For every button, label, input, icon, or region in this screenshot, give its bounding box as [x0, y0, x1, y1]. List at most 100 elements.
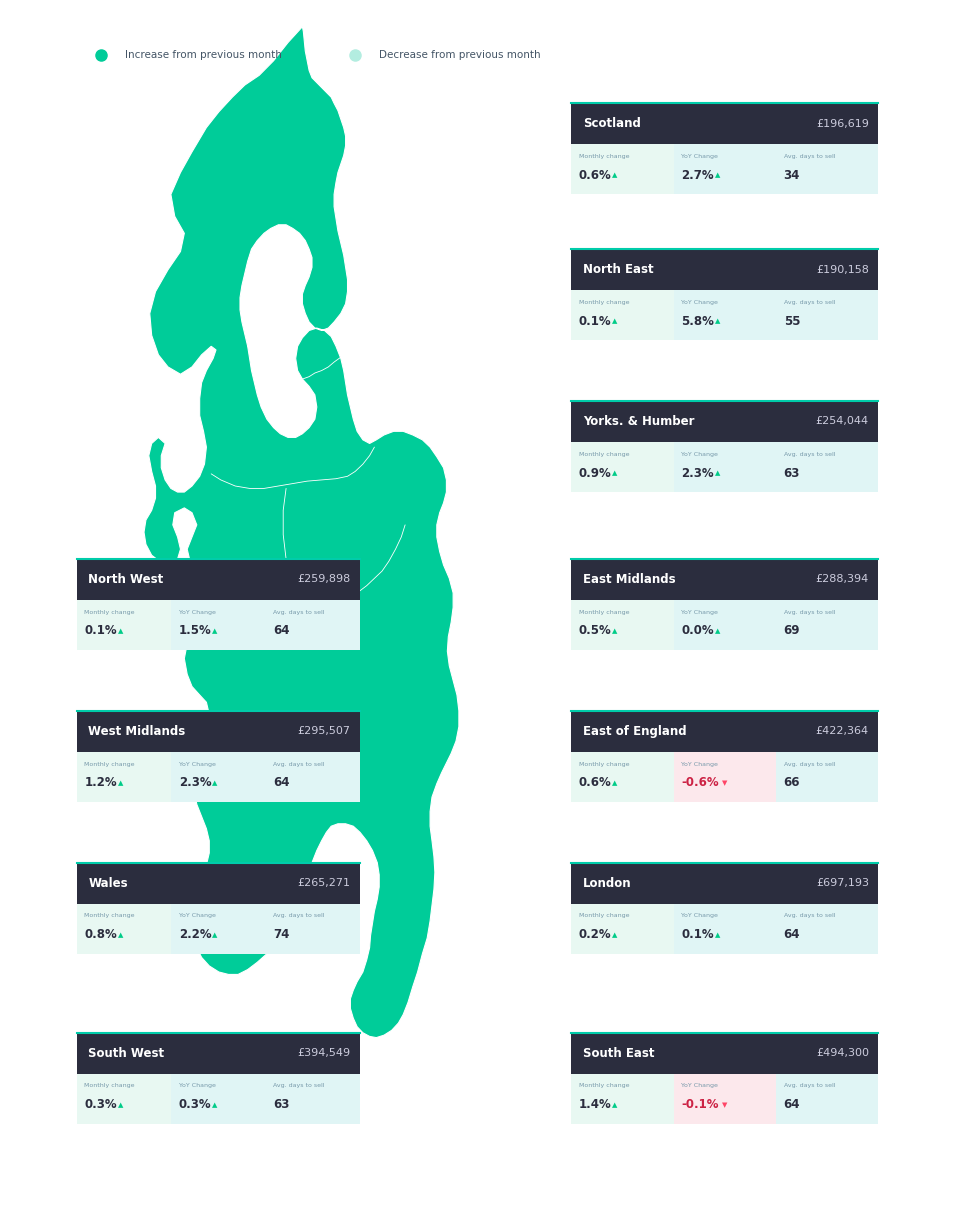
Text: ▲: ▲	[118, 780, 123, 786]
FancyBboxPatch shape	[571, 711, 878, 752]
Text: Monthly change: Monthly change	[579, 914, 630, 919]
Text: South West: South West	[88, 1047, 164, 1059]
Text: 0.6%: 0.6%	[579, 776, 612, 790]
Text: ▲: ▲	[118, 628, 123, 634]
Text: ▲: ▲	[212, 1102, 218, 1108]
Text: ▲: ▲	[118, 932, 123, 938]
Text: East Midlands: East Midlands	[583, 573, 675, 586]
Text: YoY Change: YoY Change	[682, 1084, 718, 1089]
FancyBboxPatch shape	[571, 442, 674, 492]
FancyBboxPatch shape	[571, 290, 674, 340]
Text: £422,364: £422,364	[816, 727, 869, 736]
Text: ▲: ▲	[612, 470, 617, 476]
FancyBboxPatch shape	[674, 145, 776, 194]
Text: East of England: East of England	[583, 725, 686, 738]
FancyBboxPatch shape	[571, 559, 878, 600]
FancyBboxPatch shape	[171, 904, 266, 954]
Text: Wales: Wales	[88, 877, 128, 889]
Text: ▼: ▼	[722, 1102, 727, 1108]
Text: 66: 66	[783, 776, 801, 790]
FancyBboxPatch shape	[776, 752, 878, 802]
FancyBboxPatch shape	[571, 752, 674, 802]
Text: ▲: ▲	[612, 318, 617, 324]
Text: YoY Change: YoY Change	[682, 300, 718, 305]
Text: ▲: ▲	[714, 470, 720, 476]
Text: Yorks. & Humber: Yorks. & Humber	[583, 416, 694, 428]
Text: ▲: ▲	[212, 932, 218, 938]
FancyBboxPatch shape	[571, 103, 878, 145]
Text: 0.2%: 0.2%	[579, 928, 612, 942]
FancyBboxPatch shape	[266, 600, 360, 650]
FancyBboxPatch shape	[77, 1074, 171, 1124]
Text: ▲: ▲	[714, 628, 720, 634]
FancyBboxPatch shape	[571, 600, 674, 650]
Text: ▲: ▲	[714, 318, 720, 324]
Text: YoY Change: YoY Change	[682, 452, 718, 457]
Text: 0.3%: 0.3%	[84, 1098, 117, 1112]
Text: ▲: ▲	[612, 628, 617, 634]
Text: 2.2%: 2.2%	[179, 928, 211, 942]
Text: YoY Change: YoY Change	[682, 154, 718, 159]
FancyBboxPatch shape	[571, 145, 674, 194]
FancyBboxPatch shape	[571, 904, 674, 954]
FancyBboxPatch shape	[571, 1033, 878, 1074]
Text: YoY Change: YoY Change	[179, 610, 216, 615]
Text: -0.6%: -0.6%	[682, 776, 719, 790]
Text: Monthly change: Monthly change	[579, 1084, 630, 1089]
Text: YoY Change: YoY Change	[682, 914, 718, 919]
Text: Increase from previous month: Increase from previous month	[125, 50, 281, 60]
Text: 0.0%: 0.0%	[682, 625, 714, 638]
Text: ▲: ▲	[612, 173, 617, 179]
FancyBboxPatch shape	[571, 1074, 674, 1124]
Text: YoY Change: YoY Change	[179, 914, 216, 919]
Text: 64: 64	[274, 625, 290, 638]
Text: -0.1%: -0.1%	[682, 1098, 719, 1112]
Text: 34: 34	[783, 169, 800, 182]
FancyBboxPatch shape	[674, 442, 776, 492]
FancyBboxPatch shape	[674, 290, 776, 340]
FancyBboxPatch shape	[77, 863, 360, 904]
Text: 64: 64	[274, 776, 290, 790]
Text: Monthly change: Monthly change	[579, 154, 630, 159]
Text: Monthly change: Monthly change	[84, 1084, 135, 1089]
Text: London: London	[583, 877, 632, 889]
Text: 55: 55	[783, 315, 801, 328]
FancyBboxPatch shape	[674, 752, 776, 802]
Text: Monthly change: Monthly change	[84, 762, 135, 767]
Text: £288,394: £288,394	[816, 575, 869, 584]
Text: 0.5%: 0.5%	[579, 625, 612, 638]
Text: Monthly change: Monthly change	[579, 610, 630, 615]
Text: 1.2%: 1.2%	[84, 776, 117, 790]
Text: Decrease from previous month: Decrease from previous month	[379, 50, 540, 60]
Text: ▲: ▲	[612, 1102, 617, 1108]
FancyBboxPatch shape	[77, 600, 171, 650]
Text: 0.3%: 0.3%	[179, 1098, 211, 1112]
Text: Avg. days to sell: Avg. days to sell	[783, 762, 835, 767]
FancyBboxPatch shape	[674, 904, 776, 954]
Text: ▲: ▲	[612, 780, 617, 786]
Text: Avg. days to sell: Avg. days to sell	[783, 1084, 835, 1089]
Text: 2.3%: 2.3%	[682, 467, 714, 480]
FancyBboxPatch shape	[77, 904, 171, 954]
Text: £697,193: £697,193	[816, 878, 869, 888]
FancyBboxPatch shape	[171, 600, 266, 650]
FancyBboxPatch shape	[77, 711, 360, 752]
Text: Avg. days to sell: Avg. days to sell	[783, 610, 835, 615]
Text: 0.1%: 0.1%	[682, 928, 714, 942]
Text: Avg. days to sell: Avg. days to sell	[783, 154, 835, 159]
FancyBboxPatch shape	[77, 559, 360, 600]
Text: £265,271: £265,271	[298, 878, 350, 888]
FancyBboxPatch shape	[171, 1074, 266, 1124]
Text: Avg. days to sell: Avg. days to sell	[783, 914, 835, 919]
FancyBboxPatch shape	[776, 442, 878, 492]
Text: ▼: ▼	[722, 780, 727, 786]
Text: West Midlands: West Midlands	[88, 725, 185, 738]
FancyBboxPatch shape	[77, 1033, 360, 1074]
Text: ▲: ▲	[714, 173, 720, 179]
Text: £196,619: £196,619	[816, 119, 869, 129]
Text: Monthly change: Monthly change	[84, 914, 135, 919]
Text: £494,300: £494,300	[816, 1049, 869, 1058]
Text: 2.7%: 2.7%	[682, 169, 714, 182]
Text: YoY Change: YoY Change	[179, 1084, 216, 1089]
Text: Avg. days to sell: Avg. days to sell	[274, 610, 324, 615]
